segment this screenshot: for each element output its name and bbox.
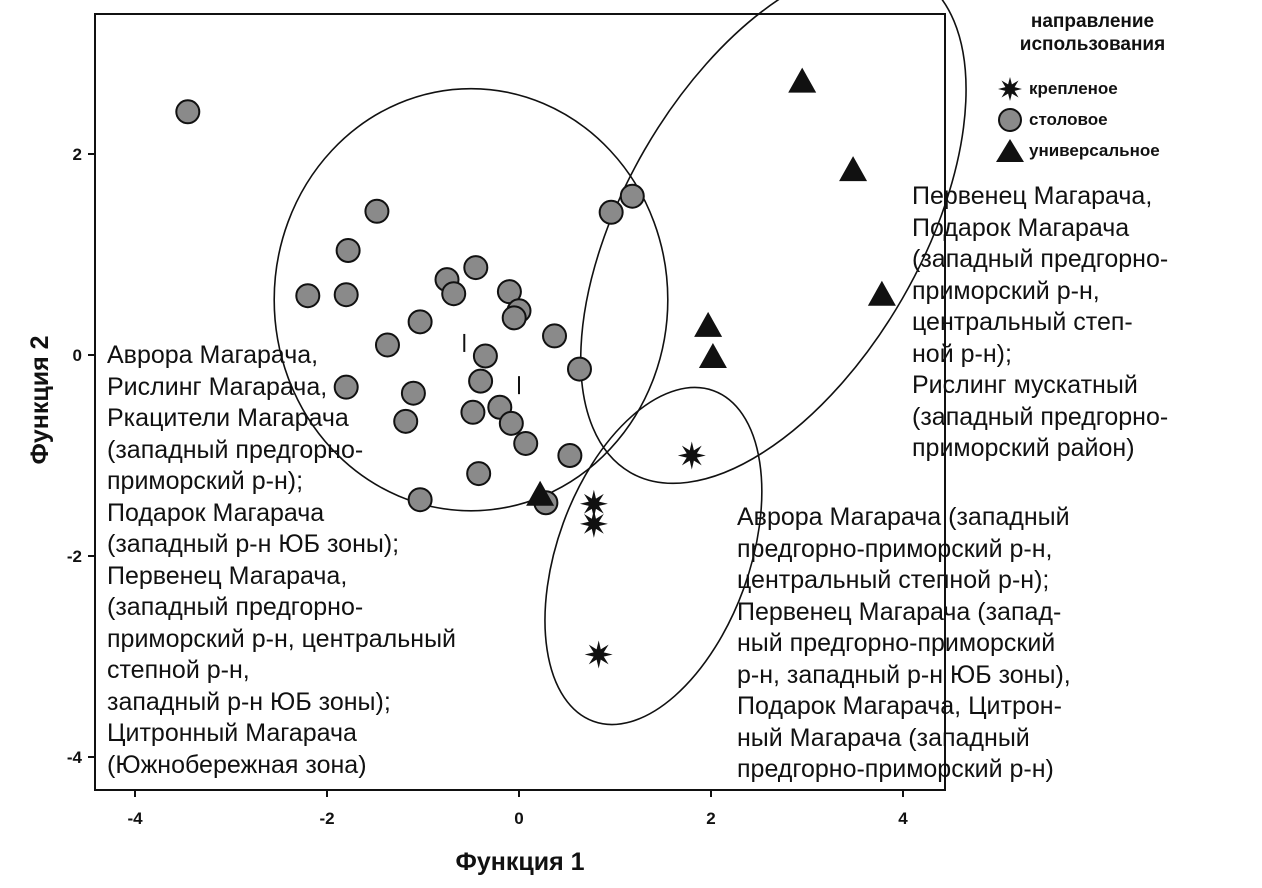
x-tick-label: 2 [706,809,715,828]
y-tick-label: 0 [73,346,82,365]
point-table-27 [407,487,433,513]
point-table-9 [407,309,433,335]
point-table-12 [468,368,494,394]
point-table-24 [513,430,539,456]
point-table-23 [498,410,524,436]
legend-label-table: столовое [1029,110,1108,129]
point-table-19 [400,380,426,406]
y-tick-label: -2 [67,547,82,566]
point-universal-3 [867,280,896,306]
point-fortified-2 [579,489,608,518]
point-table-20 [393,408,419,434]
point-table-21 [460,399,486,425]
cluster-ellipses [273,0,967,726]
point-table-3 [335,237,361,263]
legend-label-universal: универсальное [1029,141,1160,160]
point-universal-6 [526,480,555,506]
point-table-5 [333,282,359,308]
x-tick-label: -4 [127,809,143,828]
legend-entry-table: столовое [996,107,1108,133]
cluster-ellipse-2 [579,0,967,485]
point-universal-5 [698,343,727,369]
point-table-28 [598,199,624,225]
cluster-ellipse-3 [544,386,763,726]
point-table-26 [466,461,492,487]
y-tick-label: 2 [73,145,82,164]
annotation-universal-cluster: Первенец Магарача, Подарок Магарача (зап… [912,182,1169,462]
point-fortified-1 [677,441,706,470]
x-axis-title: Функция 1 [455,848,584,876]
point-table-17 [566,356,592,382]
point-table-11 [472,343,498,369]
legend-title: направление использования [1019,11,1166,55]
point-universal-4 [694,311,723,337]
circle-marker-icon [998,108,1022,132]
annotation-fortified-cluster: Аврора Магарача (западный предгорно-прим… [737,503,1071,783]
point-table-16 [542,323,568,349]
minor-marks [463,333,520,395]
point-table-15 [501,305,527,331]
legend-label-fortified: крепленое [1029,79,1118,98]
point-universal-1 [788,67,817,93]
x-tick-label: -2 [319,809,334,828]
x-tick-label: 4 [898,809,908,828]
plot-area-frame [94,13,946,791]
y-axis-ticks: -4 -2 0 2 [67,145,95,767]
point-table-7 [441,281,467,307]
data-points [175,67,896,669]
legend-entry-fortified: крепленое [996,76,1118,102]
point-universal-2 [839,156,868,182]
point-fortified-3 [579,509,608,538]
x-axis-ticks: -4 -2 0 2 4 [127,790,908,828]
annotation-table-cluster: Аврора Магарача, Рислинг Магарача, Ркаци… [107,341,456,779]
cluster-ellipse-1 [273,87,669,512]
point-table-18 [333,374,359,400]
point-table-2 [364,198,390,224]
y-tick-label: -4 [67,748,83,767]
x-tick-label: 0 [514,809,523,828]
star-marker-icon [998,77,1022,101]
y-axis-title: Функция 2 [26,335,54,464]
point-table-10 [374,332,400,358]
point-table-25 [557,443,583,468]
triangle-marker-icon [996,139,1024,162]
point-table-1 [175,99,201,125]
point-table-8 [463,255,489,281]
legend-entry-universal: универсальное [996,138,1160,164]
point-fortified-4 [584,640,613,669]
point-table-4 [295,283,321,309]
point-table-29 [619,183,645,209]
